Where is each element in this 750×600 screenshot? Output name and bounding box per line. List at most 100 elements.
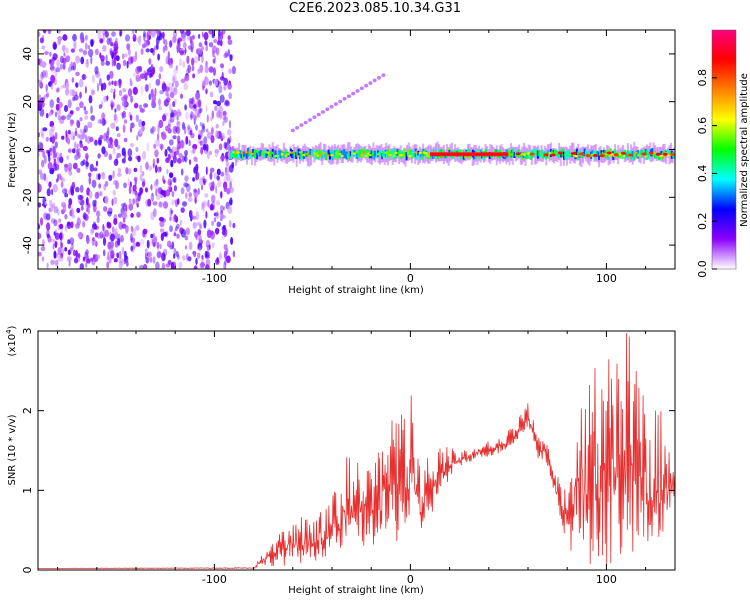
noise-speck [53,77,57,86]
noise-speck [99,118,103,125]
noise-speck [212,50,215,58]
noise-speck [173,214,177,221]
band-highlight [622,155,626,158]
noise-speck [228,220,232,228]
noise-speck [51,188,54,196]
noise-speck [216,100,222,107]
noise-speck [173,185,177,192]
noise-speck [205,88,208,95]
noise-speck [139,239,145,246]
noise-speck [172,135,177,140]
noise-speck [66,114,71,121]
band-core [613,149,616,158]
noise-speck [80,56,85,65]
noise-speck [85,258,91,264]
noise-speck [161,82,167,92]
noise-speck [223,250,228,259]
noise-speck [65,87,70,96]
noise-speck [102,237,107,246]
noise-speck [205,264,210,269]
noise-speck [103,132,108,142]
band-core [365,150,368,156]
noise-speck [95,173,99,181]
band-core [404,151,407,158]
noise-speck [86,207,89,213]
noise-speck [198,234,202,242]
noise-speck [39,37,44,44]
noise-speck [199,64,204,73]
noise-speck [166,82,172,89]
noise-speck [115,126,119,132]
band-highlight [296,155,300,158]
noise-speck [59,232,64,241]
band-core [358,149,361,157]
noise-speck [195,171,200,181]
band-core [244,152,247,157]
band-highlight [402,154,406,157]
noise-speck [147,30,152,38]
noise-speck [150,184,153,191]
noise-speck [184,235,189,241]
noise-speck [61,135,65,140]
noise-speck [210,184,215,192]
band-highlight [318,154,322,158]
noise-speck [167,128,172,134]
band-core [262,151,265,158]
noise-speck [100,59,105,67]
noise-speck [101,146,106,155]
noise-speck [211,220,215,226]
noise-speck [128,156,133,162]
noise-speck [75,106,80,112]
band-core [343,149,346,159]
band-highlight [634,151,638,154]
noise-speck [42,96,45,102]
noise-speck [57,36,61,46]
noise-speck [227,39,233,45]
band-core [566,151,569,158]
noise-speck [145,256,150,264]
band-highlight [314,152,318,155]
noise-speck [56,209,60,216]
band-hotspot [585,154,591,158]
noise-speck [187,45,193,50]
noise-speck [72,135,75,141]
noise-speck [84,115,89,120]
band-core [261,151,264,157]
noise-speck [110,250,115,259]
band-core [373,151,376,160]
noise-speck [50,84,54,90]
noise-speck [166,168,169,175]
noise-speck [117,213,123,218]
noise-speck [205,104,208,113]
noise-speck [218,252,222,261]
band-hotspot [613,153,619,157]
noise-speck [185,192,188,199]
snr-x-tick-label: 100 [596,573,617,586]
noise-speck [68,148,72,153]
band-hotspot [529,152,535,156]
noise-speck [172,35,177,44]
noise-speck [130,245,134,252]
noise-speck [79,263,84,269]
noise-speck [202,200,208,208]
noise-speck [110,122,116,129]
noise-speck [90,89,95,96]
noise-speck [88,172,92,178]
noise-speck [154,182,159,191]
noise-speck [172,125,178,135]
band-core [239,150,242,156]
noise-speck [165,263,171,268]
noise-speck [59,63,64,70]
noise-speck [71,148,76,154]
noise-speck [84,110,88,115]
noise-speck [75,186,80,193]
noise-speck [103,119,107,125]
spectrogram-y-tick-label: 40 [21,47,34,61]
noise-speck [96,73,100,79]
band-core [591,150,594,155]
noise-speck [137,193,141,202]
noise-speck [183,182,188,188]
band-core [252,149,255,156]
noise-speck [209,91,214,98]
band-core [243,151,246,157]
